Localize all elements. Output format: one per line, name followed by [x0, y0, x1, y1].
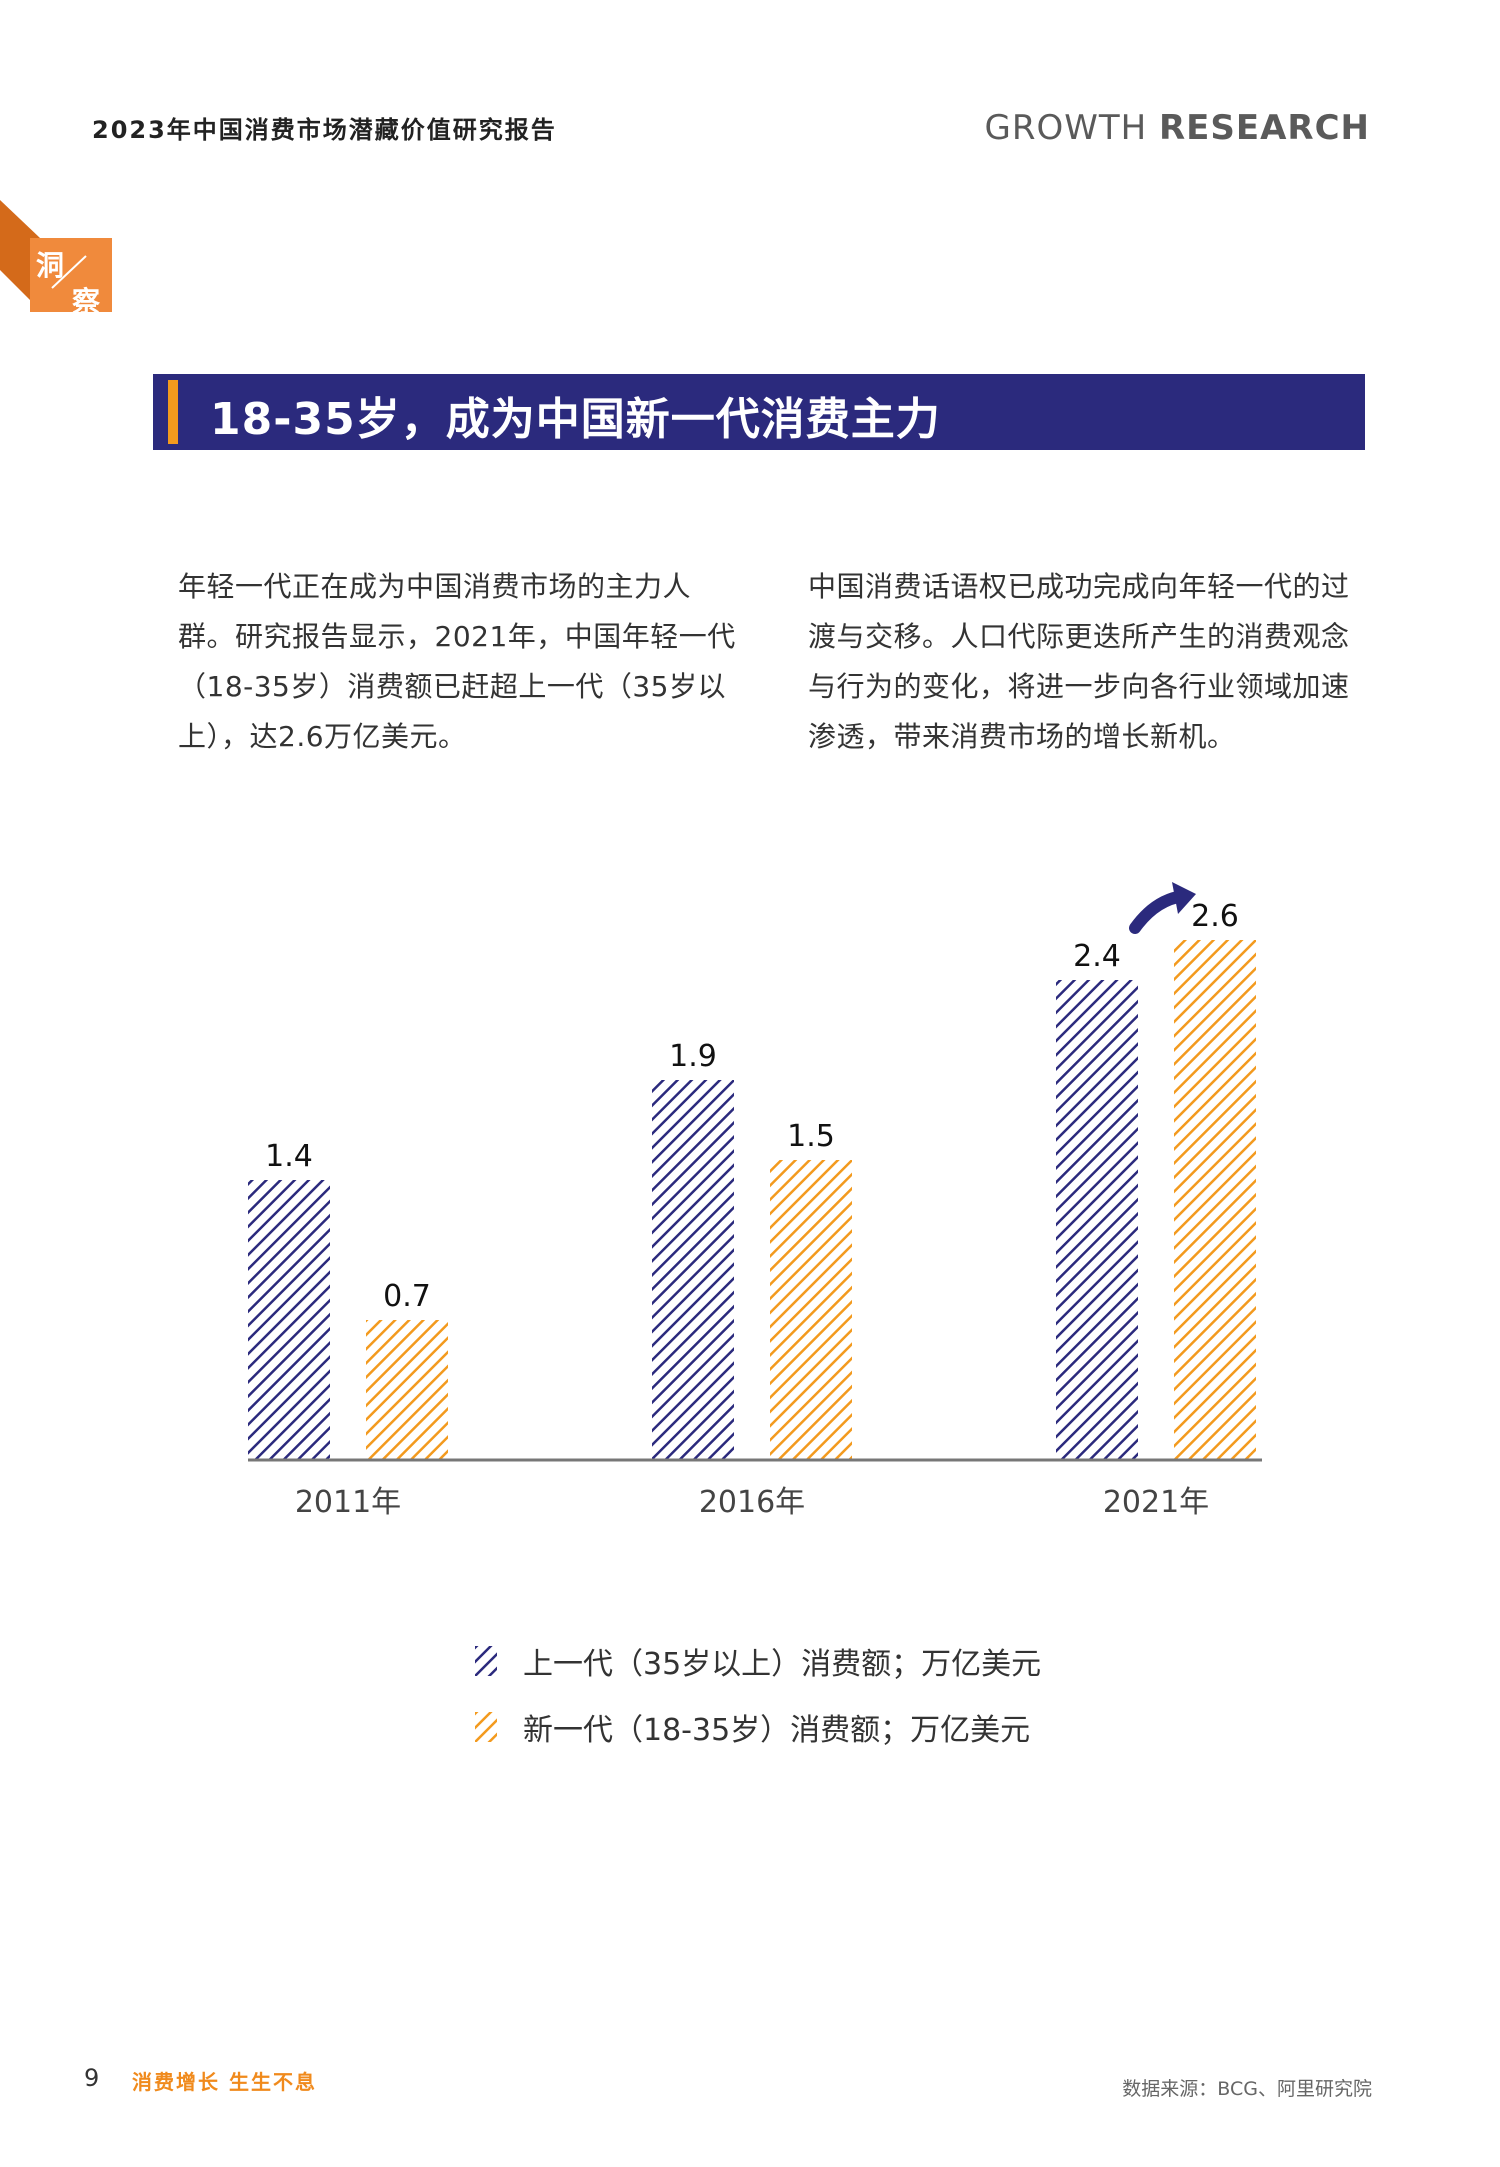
report-title: 2023年中国消费市场潜藏价值研究报告: [92, 116, 557, 144]
tag-char-2: 察: [72, 285, 101, 318]
paragraph-left: 年轻一代正在成为中国消费市场的主力人群。研究报告显示，2021年，中国年轻一代（…: [178, 570, 736, 753]
bar-2-3: [1174, 940, 1256, 1460]
legend-label-series-2: 新一代（18-35岁）消费额；万亿美元: [523, 1713, 1031, 1748]
tag-shape: [0, 200, 112, 320]
brand-word-1: GROWTH: [984, 108, 1148, 148]
section-banner: [153, 374, 1365, 450]
x-tick-label-3: 2021年: [1103, 1485, 1209, 1520]
bar-chart: 1.4 0.7 1.9 1.5 2.4 2.6 2011年 2016年 2021年: [248, 882, 1262, 1520]
x-tick-label-2: 2016年: [699, 1485, 805, 1520]
legend-item-series-1: 上一代（35岁以上）消费额；万亿美元: [475, 1628, 1041, 1694]
bar-1-3: [1056, 980, 1138, 1460]
chart-decoration: [1129, 882, 1196, 934]
paragraph-right: 中国消费话语权已成功完成向年轻一代的过渡与交移。人口代际更迭所产生的消费观念与行…: [808, 570, 1350, 753]
brand-word-2: RESEARCH: [1158, 108, 1370, 148]
bar-2-1: [366, 1320, 448, 1460]
legend-swatch-navy: [475, 1646, 497, 1676]
banner-accent-bar: [168, 380, 178, 444]
data-source: 数据来源：BCG、阿里研究院: [1122, 2078, 1372, 2100]
data-label-1-3: 2.4: [1073, 939, 1121, 974]
data-label-2-2: 1.5: [787, 1119, 835, 1154]
data-label-2-1: 0.7: [383, 1279, 431, 1314]
legend-label-series-1: 上一代（35岁以上）消费额；万亿美元: [523, 1647, 1042, 1682]
legend-item-series-2: 新一代（18-35岁）消费额；万亿美元: [475, 1694, 1041, 1760]
up-arrow-head-icon: [1172, 882, 1196, 914]
bar-1-2: [652, 1080, 734, 1460]
bar-2-2: [770, 1160, 852, 1460]
legend-swatch-orange: [475, 1712, 497, 1742]
tag-char-1: 洞: [36, 249, 65, 282]
insight-tag: 洞 察: [0, 200, 112, 320]
footer-slogan: 消费增长 生生不息: [132, 2070, 317, 2094]
chart-legend: 上一代（35岁以上）消费额；万亿美元 新一代（18-35岁）消费额；万亿美元: [475, 1628, 1041, 1760]
brand-logo: GROWTH RESEARCH: [984, 108, 1370, 148]
data-label-1-1: 1.4: [265, 1139, 313, 1174]
data-label-2-3: 2.6: [1191, 899, 1239, 934]
page-number: 9: [84, 2064, 100, 2092]
x-tick-label-1: 2011年: [295, 1485, 401, 1520]
section-title: 18-35岁，成为中国新一代消费主力: [210, 394, 941, 445]
data-label-1-2: 1.9: [669, 1039, 717, 1074]
bar-1-1: [248, 1180, 330, 1460]
